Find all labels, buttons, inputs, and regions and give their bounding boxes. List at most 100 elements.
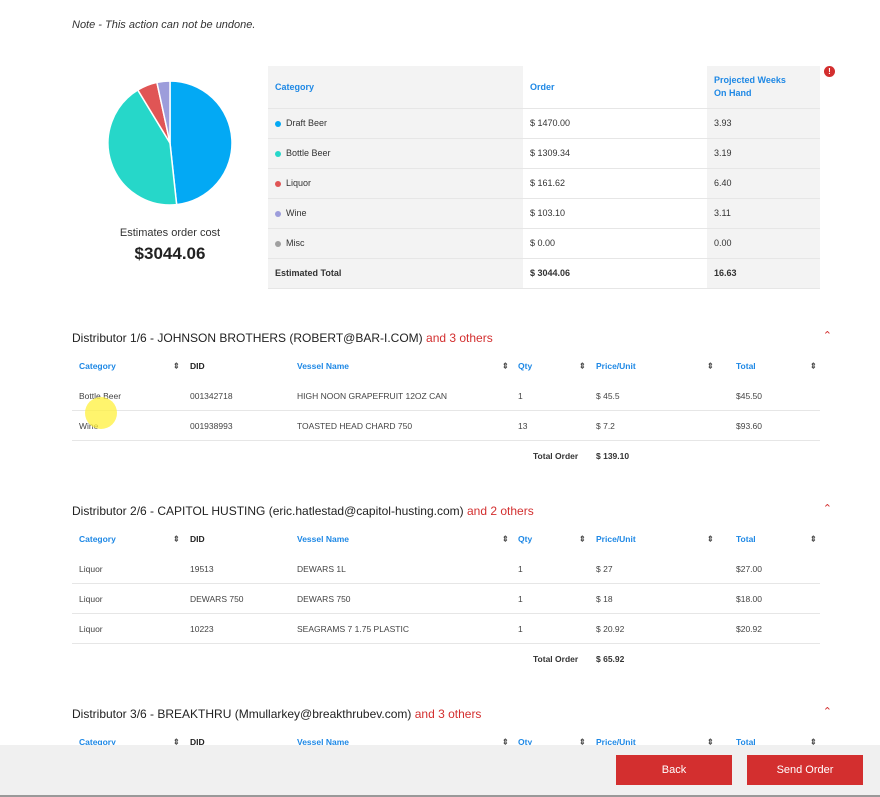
column-header-qty[interactable]: Qty	[518, 737, 533, 747]
distributor-section: Distributor 1/6 - JOHNSON BROTHERS (ROBE…	[72, 330, 832, 471]
estimate-label: Estimates order cost	[119, 227, 221, 239]
column-header-did: DID	[190, 534, 205, 544]
warning-note: Note - This action can not be undone.	[72, 19, 256, 31]
cell-did: 10223	[190, 623, 214, 634]
legend-dot-icon	[275, 120, 281, 127]
summary-row: Wine $ 103.10 3.11	[268, 198, 820, 229]
table-row: Liquor 10223 SEAGRAMS 7 1.75 PLASTIC 1 $ 20.…	[72, 614, 820, 644]
sort-icon[interactable]: ⇕	[502, 737, 509, 747]
cell-total: $20.92	[736, 623, 762, 634]
table-header-row: Category ⇕ DID Vessel Name ⇕ Qty ⇕ Price/Unit ⇕ T…	[72, 351, 820, 381]
category-label: Draft Beer	[286, 118, 328, 128]
column-header-total[interactable]: Total	[736, 361, 756, 371]
table-header-row: Category ⇕ DID Vessel Name ⇕ Qty ⇕ Price/Unit ⇕ T…	[72, 524, 820, 554]
cell-total: $27.00	[736, 563, 762, 574]
cell-category: Wine	[79, 420, 99, 431]
cell-category: Liquor	[79, 563, 103, 574]
category-label: Wine	[286, 208, 307, 218]
column-header-price-unit[interactable]: Price/Unit	[596, 361, 636, 371]
summary-row: Bottle Beer $ 1309.34 3.19	[268, 138, 820, 169]
header-category: Category	[268, 66, 523, 109]
cell-vessel-name: HIGH NOON GRAPEFRUIT 12OZ CAN	[297, 390, 448, 401]
legend-dot-icon	[275, 210, 281, 217]
send-order-button[interactable]: Send Order	[747, 755, 863, 785]
column-header-price-unit[interactable]: Price/Unit	[596, 737, 636, 747]
sort-icon[interactable]: ⇕	[810, 361, 817, 371]
cell-price-unit: $ 18	[596, 593, 613, 604]
cell-total: $18.00	[736, 593, 762, 604]
row-order: $ 0.00	[523, 228, 707, 259]
total-order-row: Total Order $ 139.10	[72, 441, 820, 471]
sort-icon[interactable]: ⇕	[579, 737, 586, 747]
cell-category: Liquor	[79, 623, 103, 634]
distributor-name: Distributor 2/6 - CAPITOL HUSTING (eric.…	[72, 504, 464, 518]
column-header-category[interactable]: Category	[79, 534, 116, 544]
others-link[interactable]: and 3 others	[426, 331, 493, 345]
others-link[interactable]: and 3 others	[414, 707, 482, 721]
column-header-category[interactable]: Category	[79, 361, 116, 371]
column-header-total[interactable]: Total	[736, 737, 756, 747]
chevron-up-icon[interactable]: ⌃	[822, 503, 832, 515]
pie-slice-wine	[156, 80, 171, 144]
sort-icon[interactable]: ⇕	[707, 361, 714, 371]
sort-icon[interactable]: ⇕	[173, 737, 180, 747]
column-header-vessel-name[interactable]: Vessel Name	[297, 361, 349, 371]
total-order-label: Total Order	[533, 654, 579, 664]
sort-icon[interactable]: ⇕	[707, 737, 714, 747]
distributor-title[interactable]: Distributor 2/6 - CAPITOL HUSTING (eric.…	[72, 503, 832, 524]
row-category: Bottle Beer	[268, 138, 523, 169]
column-header-did: DID	[190, 737, 205, 747]
column-header-qty[interactable]: Qty	[518, 361, 533, 371]
summary-total-row: Estimated Total $ 3044.06 16.63	[268, 258, 820, 289]
table-row: Wine 001938993 TOASTED HEAD CHARD 750 13 $ 7…	[72, 411, 820, 441]
info-icon[interactable]: !	[824, 66, 835, 77]
total-order-value: $ 65.92	[596, 654, 625, 664]
category-label: Misc	[286, 238, 305, 248]
total-order-row: Total Order $ 65.92	[72, 644, 820, 674]
chevron-up-icon[interactable]: ⌃	[822, 330, 832, 342]
total-weeks: 16.63	[707, 258, 820, 289]
cell-qty: 1	[518, 623, 523, 634]
legend-dot-icon	[275, 150, 281, 157]
sort-icon[interactable]: ⇕	[173, 534, 180, 544]
column-header-category[interactable]: Category	[79, 737, 116, 747]
distributor-section: Distributor 3/6 - BREAKTHRU (Mmullarkey@…	[72, 706, 832, 757]
sort-icon[interactable]: ⇕	[810, 737, 817, 747]
column-header-price-unit[interactable]: Price/Unit	[596, 534, 636, 544]
column-header-total[interactable]: Total	[736, 534, 756, 544]
cell-did: 001342718	[190, 390, 233, 401]
row-weeks: 3.19	[707, 138, 820, 169]
others-link[interactable]: and 2 others	[466, 504, 534, 518]
cell-category: Bottle Beer	[79, 390, 122, 401]
sort-icon[interactable]: ⇕	[502, 361, 509, 371]
cell-price-unit: $ 20.92	[596, 623, 625, 634]
row-order: $ 103.10	[523, 198, 707, 229]
sort-icon[interactable]: ⇕	[810, 534, 817, 544]
column-header-did: DID	[190, 361, 205, 371]
column-header-qty[interactable]: Qty	[518, 534, 533, 544]
cell-did: 19513	[190, 563, 214, 574]
cell-price-unit: $ 45.5	[596, 390, 620, 401]
cell-qty: 1	[518, 390, 523, 401]
cell-qty: 13	[518, 420, 528, 431]
order-cost-pie-chart	[107, 80, 233, 206]
distributor-title[interactable]: Distributor 3/6 - BREAKTHRU (Mmullarkey@…	[72, 706, 832, 727]
sort-icon[interactable]: ⇕	[707, 534, 714, 544]
total-label: Estimated Total	[268, 258, 523, 289]
total-order-label: Total Order	[533, 451, 579, 461]
total-order: $ 3044.06	[523, 258, 707, 289]
cursor-highlight	[85, 397, 117, 429]
summary-row: Draft Beer $ 1470.00 3.93	[268, 108, 820, 139]
column-header-vessel-name[interactable]: Vessel Name	[297, 737, 349, 747]
column-header-vessel-name[interactable]: Vessel Name	[297, 534, 349, 544]
sort-icon[interactable]: ⇕	[579, 534, 586, 544]
back-button[interactable]: Back	[616, 755, 732, 785]
chevron-up-icon[interactable]: ⌃	[822, 706, 832, 718]
distributor-title[interactable]: Distributor 1/6 - JOHNSON BROTHERS (ROBE…	[72, 330, 832, 351]
category-label: Bottle Beer	[286, 148, 331, 158]
table-row: Liquor 19513 DEWARS 1L 1 $ 27 $27.00	[72, 554, 820, 584]
sort-icon[interactable]: ⇕	[579, 361, 586, 371]
sort-icon[interactable]: ⇕	[502, 534, 509, 544]
cell-vessel-name: DEWARS 750	[297, 593, 351, 604]
sort-icon[interactable]: ⇕	[173, 361, 180, 371]
